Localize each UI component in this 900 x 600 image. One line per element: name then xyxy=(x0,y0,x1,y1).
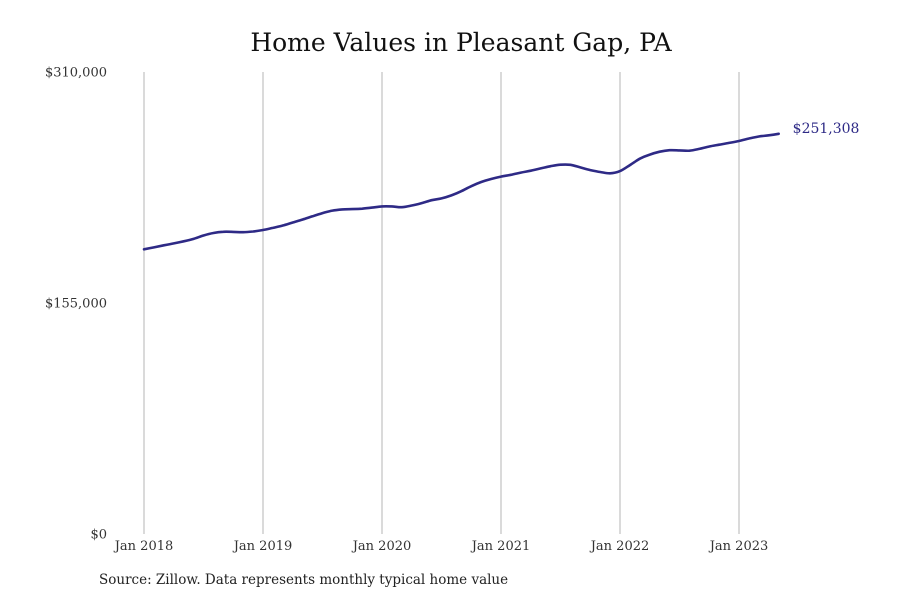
y-axis: $0 $155,000 $310,000 xyxy=(45,66,107,543)
x-tick-label: Jan 2021 xyxy=(470,539,531,554)
chart-title: Home Values in Pleasant Gap, PA xyxy=(250,28,672,57)
y-tick-label: $155,000 xyxy=(45,297,107,312)
x-tick-label: Jan 2020 xyxy=(351,539,412,554)
x-tick-label: Jan 2023 xyxy=(708,539,769,554)
x-tick-label: Jan 2019 xyxy=(232,539,293,554)
y-tick-label: $0 xyxy=(90,528,107,543)
x-axis: Jan 2018 Jan 2019 Jan 2020 Jan 2021 Jan 2022… xyxy=(113,539,769,554)
end-value-label: $251,308 xyxy=(793,121,860,137)
y-tick-label: $310,000 xyxy=(45,66,107,81)
source-note: Source: Zillow. Data represents monthly … xyxy=(99,572,509,588)
x-tick-label: Jan 2018 xyxy=(113,539,174,554)
x-tick-label: Jan 2022 xyxy=(589,539,650,554)
gridlines xyxy=(143,72,740,534)
series-line-home-value xyxy=(142,132,780,251)
